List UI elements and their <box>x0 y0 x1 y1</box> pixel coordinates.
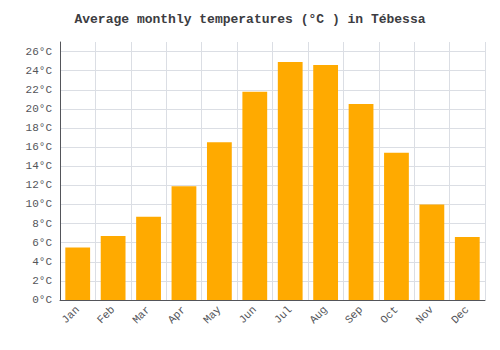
svg-text:Nov: Nov <box>414 303 437 326</box>
svg-text:Sep: Sep <box>343 304 365 326</box>
svg-text:Mar: Mar <box>130 304 152 326</box>
svg-text:18°C: 18°C <box>26 122 53 134</box>
svg-text:10°C: 10°C <box>26 198 53 210</box>
svg-text:6°C: 6°C <box>32 237 52 249</box>
svg-text:Jan: Jan <box>59 304 81 326</box>
svg-text:12°C: 12°C <box>26 179 53 191</box>
svg-text:Oct: Oct <box>378 304 400 326</box>
svg-text:Apr: Apr <box>166 304 188 326</box>
svg-text:24°C: 24°C <box>26 65 53 77</box>
svg-text:Feb: Feb <box>95 304 117 326</box>
svg-text:26°C: 26°C <box>26 46 53 58</box>
svg-text:Jun: Jun <box>237 304 259 326</box>
svg-text:May: May <box>201 303 224 326</box>
svg-text:0°C: 0°C <box>32 294 52 306</box>
svg-text:Dec: Dec <box>449 304 471 326</box>
svg-text:Aug: Aug <box>307 304 329 326</box>
svg-text:8°C: 8°C <box>32 218 52 230</box>
svg-text:22°C: 22°C <box>26 84 53 96</box>
svg-text:4°C: 4°C <box>32 256 52 268</box>
svg-text:Average monthly temperatures (: Average monthly temperatures (°C ) in Té… <box>74 12 425 27</box>
svg-text:14°C: 14°C <box>26 160 53 172</box>
svg-text:16°C: 16°C <box>26 141 53 153</box>
svg-text:2°C: 2°C <box>32 275 52 287</box>
svg-text:20°C: 20°C <box>26 103 53 115</box>
svg-text:Jul: Jul <box>272 304 294 326</box>
